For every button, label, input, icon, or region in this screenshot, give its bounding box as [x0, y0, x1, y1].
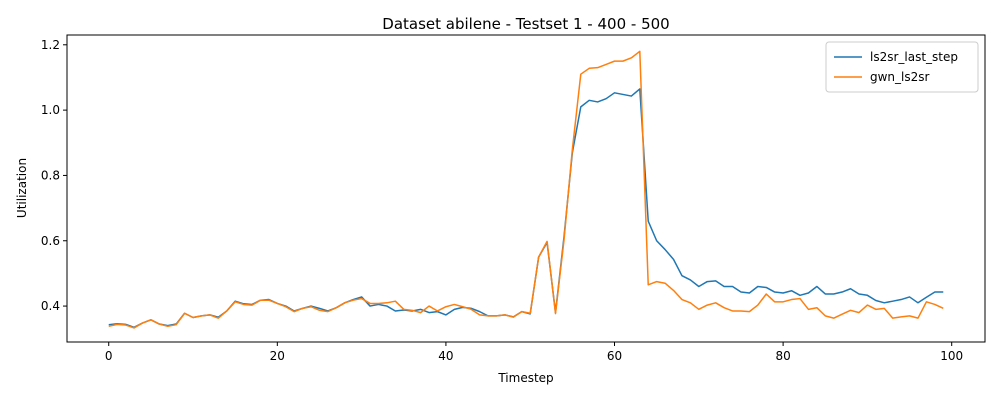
- legend-label: gwn_ls2sr: [870, 70, 930, 84]
- x-axis-label: Timestep: [497, 371, 553, 385]
- y-tick-label: 0.8: [41, 168, 60, 182]
- x-tick-label: 0: [105, 349, 113, 363]
- x-tick-label: 40: [438, 349, 453, 363]
- legend-label: ls2sr_last_step: [870, 50, 958, 64]
- series-group: [108, 50, 944, 329]
- x-axis: 0 20 40 60 80 100: [105, 342, 963, 363]
- y-tick-label: 1.0: [41, 103, 60, 117]
- y-axis-label: Utilization: [15, 158, 29, 218]
- y-tick-label: 1.2: [41, 38, 60, 52]
- chart-title: Dataset abilene - Testset 1 - 400 - 500: [382, 15, 669, 33]
- x-tick-label: 100: [940, 349, 963, 363]
- y-tick-label: 0.4: [41, 299, 60, 313]
- plot-area: [66, 34, 986, 343]
- x-tick-label: 20: [270, 349, 285, 363]
- legend-box: [825, 41, 979, 93]
- series-line-gwn-ls2sr: [108, 50, 944, 329]
- x-tick-label: 60: [607, 349, 622, 363]
- series-line-ls2sr-last-step: [108, 88, 944, 329]
- legend: ls2sr_last_step gwn_ls2sr: [825, 41, 979, 93]
- y-tick-label: 0.6: [41, 234, 60, 248]
- y-axis: 0.4 0.6 0.8 1.0 1.2: [41, 38, 67, 313]
- x-tick-label: 80: [775, 349, 790, 363]
